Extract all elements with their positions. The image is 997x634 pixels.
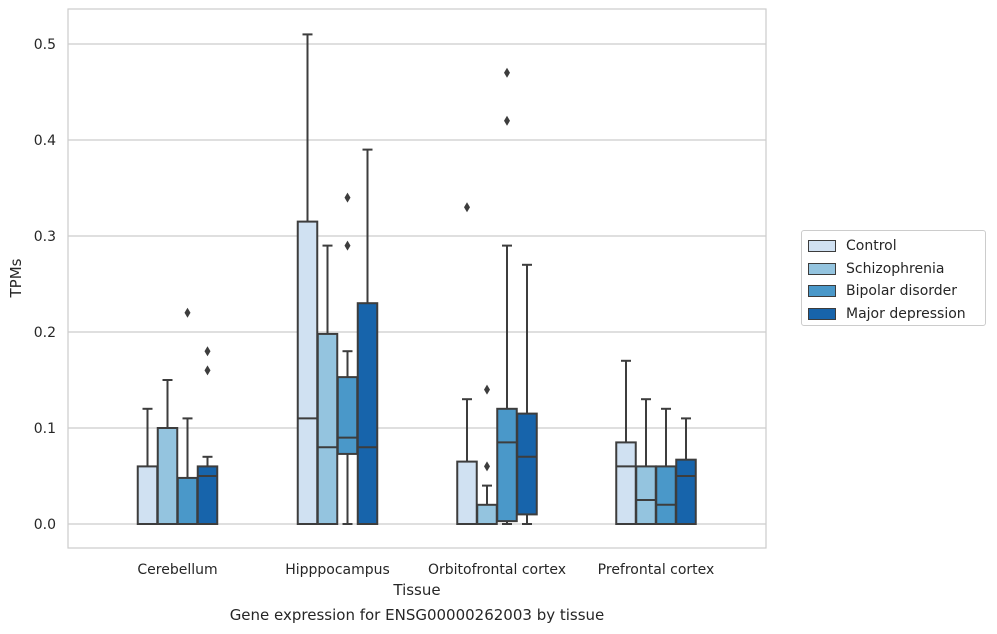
legend-swatch [808,285,836,298]
box-bipolar-disorder [496,67,518,525]
outlier-point [504,115,510,126]
box-control [296,33,319,525]
box-iqr [136,465,159,525]
box-bipolar-disorder [176,307,199,526]
box-iqr [156,427,179,525]
box-iqr [496,407,518,523]
x-tick-label: Prefrontal cortex [598,562,715,578]
legend-label: Schizophrenia [846,260,945,277]
y-axis-label: TPMs [7,258,25,298]
legend-item: Schizophrenia [808,258,979,281]
legend-swatch [808,262,836,275]
box-schizophrenia [476,384,498,525]
legend-label: Control [846,238,897,255]
box-schizophrenia [156,379,179,525]
box-major-depression [356,148,379,526]
box-iqr [176,476,199,526]
box-iqr [516,412,538,516]
legend-item: Control [808,235,979,258]
x-tick-label: Orbitofrontal cortex [428,562,566,578]
box-iqr [356,302,379,526]
y-tick-label: 0.2 [34,325,56,341]
legend-swatch [808,307,836,320]
box-iqr [635,465,657,525]
box-major-depression [196,346,219,525]
outlier-point [464,202,470,213]
box-schizophrenia [316,244,339,526]
plot-frame [67,8,767,549]
y-tick-label: 0.1 [34,421,56,437]
y-tick-labels: 0.0 0.1 0.2 0.3 0.4 0.5 [34,37,56,533]
box-iqr [476,503,498,525]
box-iqr [296,220,319,525]
outlier-point [184,307,191,318]
boxes [136,33,697,526]
x-axis-label: Tissue [392,581,440,599]
outlier-point [504,67,510,78]
x-tick-labels: Cerebellum Hipppocampus Orbitofrontal cort… [137,562,714,578]
box-control [456,202,478,526]
legend-item: Major depression [808,303,979,326]
legend: Control Schizophrenia Bipolar disorder Majo… [801,230,986,326]
box-iqr [316,332,339,526]
y-tick-label: 0.5 [34,37,56,53]
outlier-point [204,346,211,357]
outlier-point [204,365,211,376]
y-tick-label: 0.0 [34,517,56,533]
box-iqr [336,376,359,455]
legend-label: Major depression [846,305,966,322]
box-control [615,359,637,525]
outlier-point [344,240,351,251]
y-tick-label: 0.3 [34,229,56,245]
box-major-depression [675,417,697,525]
box-iqr [456,460,478,526]
legend-item: Bipolar disorder [808,280,979,303]
box-iqr [675,458,697,525]
box-control [136,407,159,525]
box-bipolar-disorder [655,407,677,525]
legend-label: Bipolar disorder [846,283,958,300]
box-bipolar-disorder [336,192,359,525]
box-major-depression [516,263,538,525]
box-iqr [615,441,637,525]
y-tick-label: 0.4 [34,133,56,149]
box-iqr [655,465,677,525]
x-tick-label: Cerebellum [137,562,217,578]
outlier-point [344,192,351,203]
chart-caption: Gene expression for ENSG00000262003 by t… [229,606,605,624]
box-schizophrenia [635,398,657,525]
legend-swatch [808,240,836,253]
box-iqr [196,465,219,525]
outlier-point [484,461,490,472]
x-tick-label: Hipppocampus [285,562,390,578]
outlier-point [484,384,490,395]
